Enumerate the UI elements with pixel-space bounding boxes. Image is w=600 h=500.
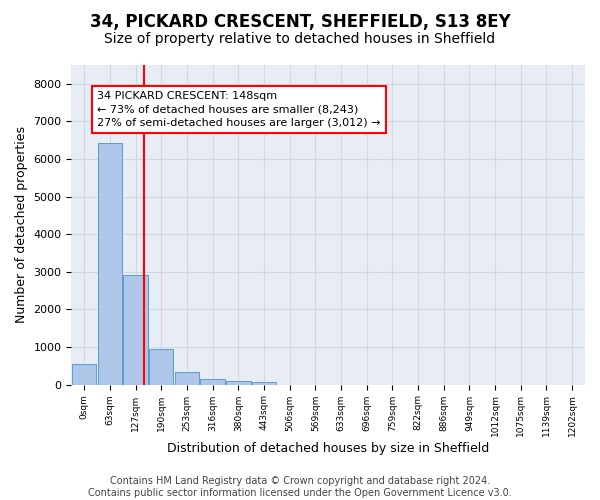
Bar	[175, 372, 199, 384]
X-axis label: Distribution of detached houses by size in Sheffield: Distribution of detached houses by size …	[167, 442, 490, 455]
Y-axis label: Number of detached properties: Number of detached properties	[15, 126, 28, 324]
Bar	[252, 382, 276, 384]
Text: 34, PICKARD CRESCENT, SHEFFIELD, S13 8EY: 34, PICKARD CRESCENT, SHEFFIELD, S13 8EY	[89, 12, 511, 30]
Bar	[98, 143, 122, 384]
Text: Contains HM Land Registry data © Crown copyright and database right 2024.
Contai: Contains HM Land Registry data © Crown c…	[88, 476, 512, 498]
Bar	[72, 364, 97, 384]
Text: 34 PICKARD CRESCENT: 148sqm
← 73% of detached houses are smaller (8,243)
27% of : 34 PICKARD CRESCENT: 148sqm ← 73% of det…	[97, 92, 380, 128]
Bar	[200, 379, 225, 384]
Bar	[124, 275, 148, 384]
Bar	[149, 348, 173, 384]
Bar	[226, 381, 251, 384]
Text: Size of property relative to detached houses in Sheffield: Size of property relative to detached ho…	[104, 32, 496, 46]
